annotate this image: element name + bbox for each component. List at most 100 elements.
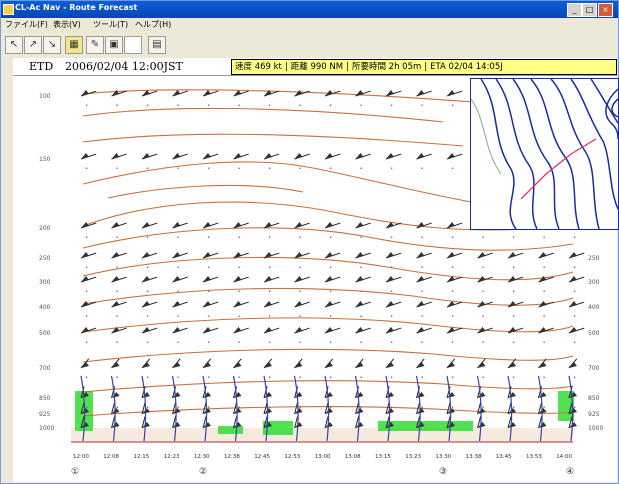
level-label-right: 1000 [588,425,603,432]
wind-barb-flag [172,362,181,368]
profile-tool-1-icon[interactable]: ↖ [5,36,23,54]
wind-barb-flag [538,327,547,333]
temperature-mark: • [268,265,271,271]
wind-barb-flag [508,276,516,282]
level-label-left: 100 [39,93,51,100]
wind-barb-flag [172,327,181,333]
wind-barb-flag [142,222,150,228]
save-tool-icon[interactable]: ▣ [105,36,123,54]
level-label-left: 300 [39,279,51,286]
wind-barb-shaft [446,416,451,429]
print-tool-icon[interactable]: ▤ [148,36,166,54]
wind-barb-flag [325,422,333,428]
inset-contour-4 [550,78,600,230]
wind-barb-flag [172,153,181,159]
temperature-mark: • [329,314,332,320]
temperature-mark: • [543,340,546,346]
maximize-button[interactable]: □ [582,3,597,17]
height-contour-9 [82,317,574,333]
temperature-mark: • [116,289,119,295]
wind-barb-shaft [263,416,268,429]
menu-help[interactable]: ヘルプ(H) [135,20,172,29]
wind-barb-flag [355,362,364,368]
temperature-mark: • [268,166,271,172]
temperature-mark: • [390,265,393,271]
wind-barb-shaft [507,416,512,429]
wind-barb-flag [142,392,150,398]
close-button[interactable]: × [598,3,613,17]
wind-barb-flag [386,90,394,96]
blank-tool-icon[interactable] [124,36,142,54]
wind-barb-flag [447,90,455,96]
wind-barb-flag [111,222,120,228]
menu-file[interactable]: ファイル(F) [5,20,48,29]
temperature-mark: • [177,235,180,241]
route-map-inset[interactable] [470,78,619,230]
temperature-mark: • [329,103,332,109]
sounding-profile-2 [141,375,147,442]
wind-barb-shaft [111,416,116,429]
menu-view[interactable]: 表示(V) [53,20,81,29]
sounding-profile-7 [293,375,299,442]
temperature-mark: • [177,340,180,346]
wind-barb-flag [142,327,150,333]
temperature-mark: • [238,103,241,109]
wind-barb-flag [172,222,181,228]
wind-barb-flag [81,252,89,258]
wind-barb-flag [325,153,333,159]
temperature-mark: • [573,235,576,241]
temperature-mark: • [146,314,149,320]
wind-barb-shaft [385,402,390,415]
wind-barb-flag [355,276,364,282]
level-label-right: 400 [588,304,600,311]
temperature-mark: • [329,166,332,172]
profile-tool-3-icon[interactable]: ↘ [43,36,61,54]
wind-barb-shaft [538,416,543,429]
wind-barb-flag [447,362,455,368]
temperature-mark: • [238,375,241,381]
wind-barb-flag [294,276,303,282]
sounding-profile-8 [324,375,330,442]
height-contour-6 [82,227,574,251]
wind-barb-flag [203,222,211,228]
grid-tool-icon[interactable]: ▦ [65,36,83,54]
wind-barb-shaft [324,402,329,415]
wind-barb-shaft [172,402,177,415]
temperature-mark: • [451,166,454,172]
temperature-mark: • [421,166,424,172]
temperature-mark: • [299,340,302,346]
temperature-mark: • [85,265,88,271]
wind-barb-flag [508,362,516,368]
wind-barb-flag [81,392,89,398]
wind-barb-flag [416,392,425,398]
inset-contour-1 [495,78,538,230]
temperature-mark: • [543,265,546,271]
wind-barb-shaft [416,402,421,415]
temperature-mark: • [268,375,271,381]
route-point-marker: ① [71,467,79,477]
wind-barb-flag [233,222,242,228]
cross-section-chart[interactable]: •••••••••••••100100•••••••••••••150150••… [13,76,619,482]
time-label: 14:00 [556,454,572,460]
temperature-mark: • [177,375,180,381]
minimize-button[interactable]: _ [567,3,582,17]
level-label-left: 700 [39,365,51,372]
menu-tools[interactable]: ツール(T) [93,20,129,29]
profile-tool-2-icon[interactable]: ↗ [24,36,42,54]
temperature-mark: • [116,375,119,381]
wind-barb-flag [325,392,333,398]
wind-barb-flag [355,392,364,398]
wind-barb-flag [569,422,577,428]
wind-barb-flag [355,222,364,228]
wind-barb-shaft [477,402,482,415]
temperature-mark: • [116,103,119,109]
title-bar[interactable]: CL-Ac Nav - Route Forecast _ □ × [1,1,618,18]
temperature-mark: • [482,265,485,271]
wind-barb-flag [386,362,394,368]
wind-barb-flag [508,301,516,307]
wind-barb-shaft [111,402,116,415]
settings-tool-icon[interactable]: ✎ [86,36,104,54]
temperature-mark: • [116,235,119,241]
wind-barb-flag [355,422,364,428]
